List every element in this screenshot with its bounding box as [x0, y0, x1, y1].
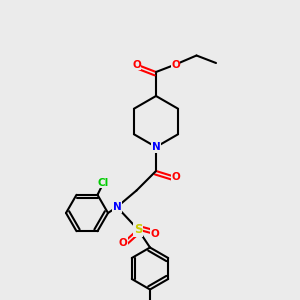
Text: O: O [118, 238, 127, 248]
Text: O: O [150, 229, 159, 239]
Text: N: N [152, 142, 160, 152]
Text: O: O [171, 172, 180, 182]
Text: Cl: Cl [98, 178, 109, 188]
Text: N: N [112, 202, 122, 212]
Text: O: O [132, 59, 141, 70]
Text: O: O [171, 59, 180, 70]
Text: S: S [134, 223, 142, 236]
